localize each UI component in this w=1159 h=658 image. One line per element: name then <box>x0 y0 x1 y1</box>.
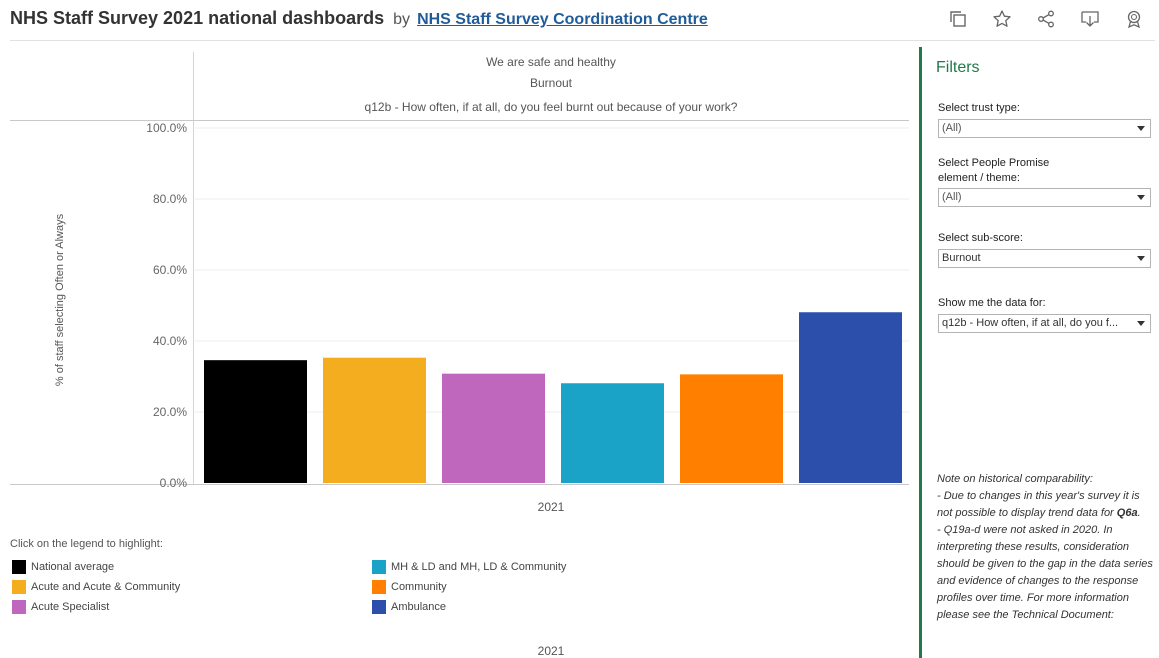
bar-acute-specialist[interactable] <box>442 373 545 483</box>
y-tick-label: 0.0% <box>160 476 188 490</box>
filters-panel: Filters Select trust type: (All) Select … <box>922 47 1159 658</box>
chart-left-divider <box>193 52 194 485</box>
legend-label: Acute and Acute & Community <box>31 581 181 593</box>
x-tick-label-bottom: 2021 <box>537 644 565 658</box>
note-line1-end: . <box>1137 507 1141 519</box>
promise-value: (All) <box>942 191 962 203</box>
note-heading: Note on historical comparability: <box>937 473 1093 485</box>
trust-type-label: Select trust type: <box>938 102 1020 114</box>
legend-swatch <box>372 560 386 574</box>
y-tick-label: 80.0% <box>153 192 187 206</box>
subscore-value: Burnout <box>942 252 981 264</box>
subscore-label: Burnout <box>529 76 573 90</box>
legend-swatch <box>12 600 26 614</box>
header-divider <box>10 40 1155 41</box>
chevron-down-icon <box>1137 195 1145 200</box>
note-line1-bold: Q6a <box>1116 507 1138 519</box>
subscore-select[interactable]: Burnout <box>938 249 1151 268</box>
data-for-select[interactable]: q12b - How often, if at all, do you f... <box>938 314 1151 333</box>
chart-top-divider <box>10 120 909 121</box>
legend-item-acute-specialist[interactable]: Acute Specialist <box>12 600 109 614</box>
trust-type-select[interactable]: (All) <box>938 119 1151 138</box>
legend-label: Ambulance <box>391 601 447 613</box>
bar-community[interactable] <box>680 374 783 483</box>
header-actions <box>947 8 1145 30</box>
legend-item-ambulance[interactable]: Ambulance <box>372 600 446 614</box>
data-for-value: q12b - How often, if at all, do you f... <box>942 317 1119 329</box>
legend-swatch <box>12 580 26 594</box>
legend-label: Acute Specialist <box>31 601 110 613</box>
legend-swatch <box>372 580 386 594</box>
legend-swatch <box>12 560 26 574</box>
bar-mh-ld-and-mh-ld-community[interactable] <box>561 383 664 483</box>
duplicate-icon[interactable] <box>947 8 969 30</box>
promise-label: Select People Promise element / theme: <box>938 157 1050 184</box>
legend-item-mh-ld[interactable]: MH & LD and MH, LD & Community <box>372 560 566 574</box>
note-line2-bold: - Q19a-d <box>937 524 981 536</box>
dashboard-title: NHS Staff Survey 2021 national dashboard… <box>10 8 385 28</box>
download-icon[interactable] <box>1079 8 1101 30</box>
historical-note: Note on historical comparability: - Due … <box>937 471 1157 624</box>
trust-type-value: (All) <box>942 122 962 134</box>
note-line1: - Due to changes in this year's survey i… <box>937 490 1140 519</box>
legend-label: National average <box>31 561 115 573</box>
x-tick-label: 2021 <box>537 500 565 514</box>
chevron-down-icon <box>1137 321 1145 326</box>
share-icon[interactable] <box>1035 8 1057 30</box>
chevron-down-icon <box>1137 126 1145 131</box>
legend-item-acute-community[interactable]: Acute and Acute & Community <box>12 580 180 594</box>
page-title: NHS Staff Survey 2021 national dashboard… <box>10 8 708 29</box>
by-label: by <box>393 11 411 28</box>
star-icon[interactable] <box>991 8 1013 30</box>
promise-select[interactable]: (All) <box>938 188 1151 207</box>
theme-label: We are safe and healthy <box>486 55 616 69</box>
question-label: q12b - How often, if at all, do you feel… <box>364 100 738 114</box>
y-tick-label: 60.0% <box>153 263 187 277</box>
legend-swatch <box>372 600 386 614</box>
chevron-down-icon <box>1137 256 1145 261</box>
legend-label: MH & LD and MH, LD & Community <box>391 561 567 573</box>
y-tick-label: 100.0% <box>146 121 187 135</box>
chart-heading: We are safe and healthy Burnout q12b - H… <box>193 52 909 118</box>
badge-icon[interactable] <box>1123 8 1145 30</box>
legend-title: Click on the legend to highlight: <box>10 538 163 550</box>
legend-item-community[interactable]: Community <box>372 580 447 594</box>
filters-title: Filters <box>936 59 980 76</box>
bar-national-average[interactable] <box>204 360 307 483</box>
legend-item-national-average[interactable]: National average <box>12 560 114 574</box>
data-for-label: Show me the data for: <box>938 297 1046 309</box>
chart-bottom-divider <box>10 484 909 485</box>
y-tick-label: 20.0% <box>153 405 187 419</box>
filters-panel-accent <box>919 47 922 658</box>
dashboard-header: NHS Staff Survey 2021 national dashboard… <box>0 0 1159 40</box>
y-tick-label: 40.0% <box>153 334 187 348</box>
subscore-filter-label: Select sub-score: <box>938 232 1023 244</box>
author-link[interactable]: NHS Staff Survey Coordination Centre <box>417 11 708 28</box>
bar-chart: 0.0% 20.0% 40.0% 60.0% 80.0% 100.0% <box>146 121 909 490</box>
legend-label: Community <box>391 581 447 593</box>
bar-ambulance[interactable] <box>799 312 902 483</box>
bar-acute-and-acute-community[interactable] <box>323 357 426 483</box>
note-line2: were not asked in 2020. In interpreting … <box>937 524 1153 621</box>
